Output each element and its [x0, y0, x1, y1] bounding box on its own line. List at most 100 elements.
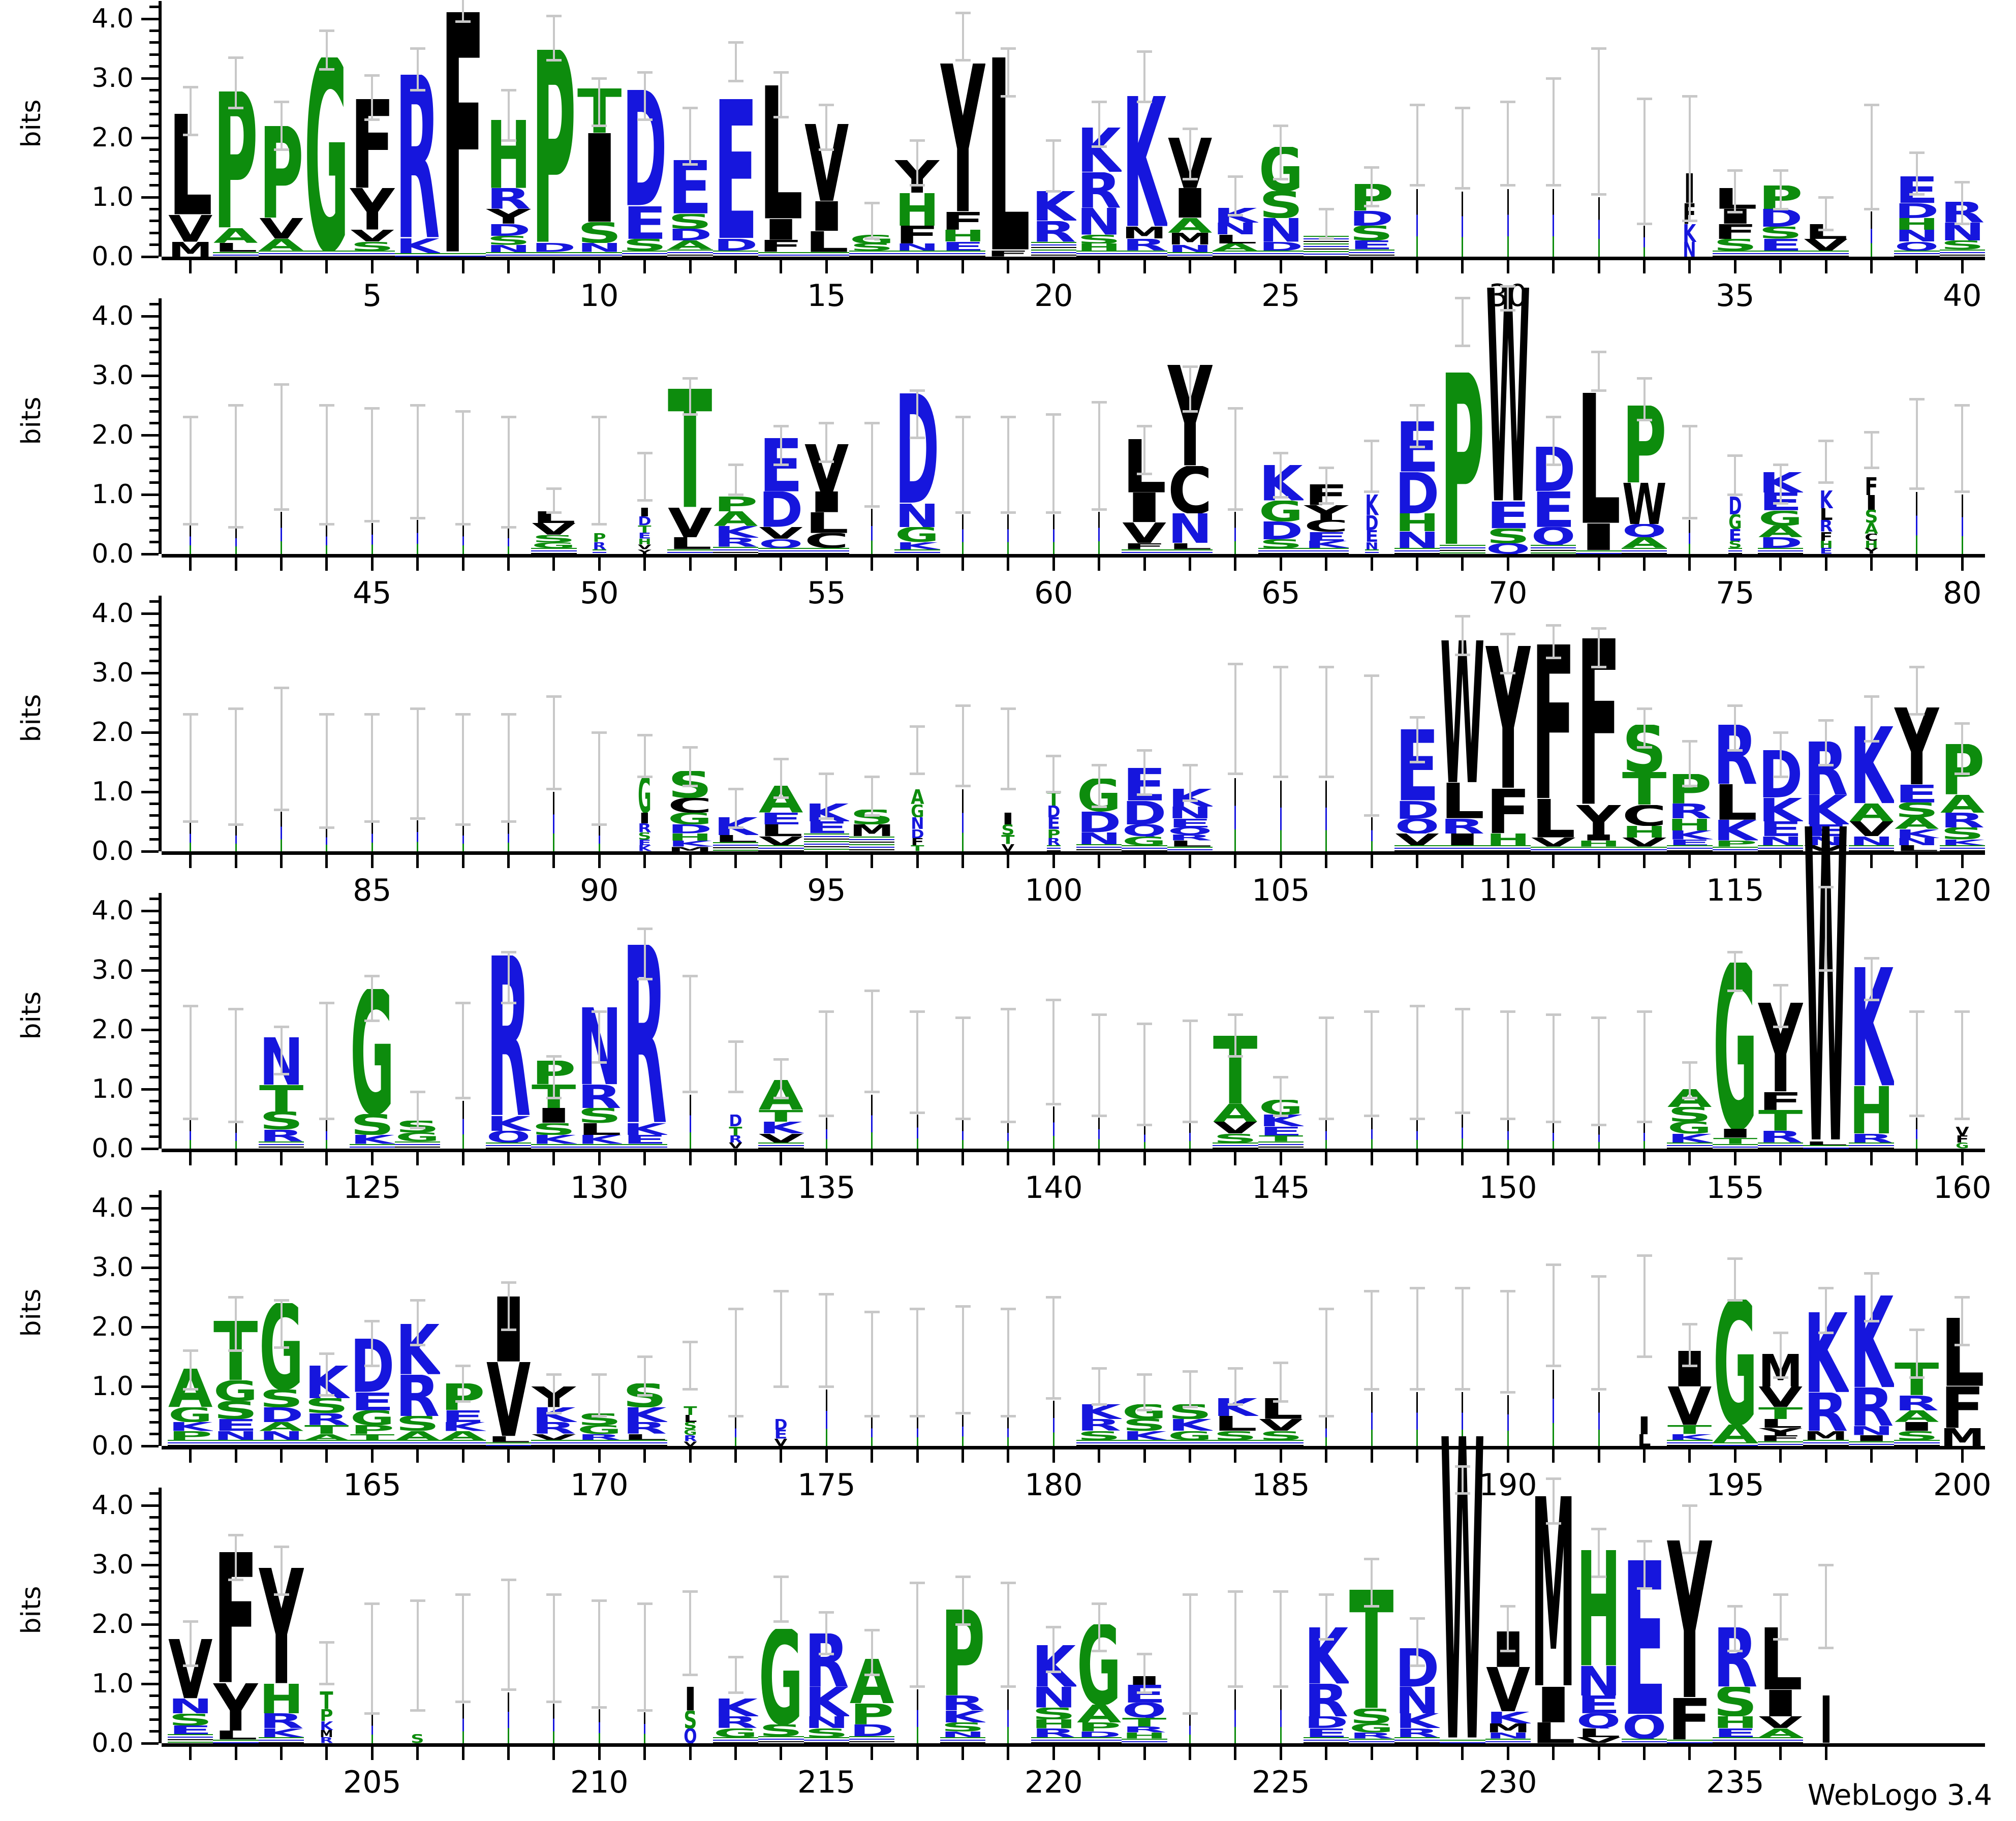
error-bar-cap-bottom	[910, 1415, 925, 1417]
x-tick	[689, 1449, 692, 1463]
error-bar-cap-top	[1818, 719, 1834, 722]
error-bar-cap-bottom	[637, 499, 653, 502]
x-tick	[507, 1152, 510, 1165]
x-tick	[1370, 855, 1373, 868]
error-bar-cap-top	[1091, 401, 1107, 404]
error-bar-cap-bottom	[955, 59, 971, 62]
y-tick	[149, 980, 159, 983]
residue-F: F	[1956, 1135, 1969, 1143]
x-tick	[1416, 558, 1418, 571]
svg-text:L: L	[532, 511, 576, 523]
residue-G: G	[668, 813, 712, 824]
logo-column-173-hairline	[735, 1417, 736, 1446]
residue-R: R	[1122, 239, 1167, 251]
x-tick	[1279, 558, 1282, 571]
svg-text:H: H	[1895, 218, 1939, 230]
residue-D: D	[1304, 1716, 1349, 1728]
svg-text:V: V	[1122, 522, 1167, 543]
error-bar-cap-top	[455, 713, 471, 716]
y-tick	[141, 1028, 159, 1031]
residue-H: H	[1713, 1716, 1757, 1728]
error-bar-cap-top	[910, 389, 925, 392]
residue-V: V	[638, 544, 652, 549]
svg-text:H: H	[1395, 513, 1440, 531]
logo-column-143-hairline	[1189, 1123, 1191, 1149]
residue-R: R	[1168, 835, 1213, 841]
svg-text:R: R	[1349, 1733, 1394, 1739]
error-bar-cap-bottom	[1454, 345, 1470, 347]
error-bar-cap-bottom	[1364, 205, 1380, 208]
error-bar-cap-bottom	[1409, 184, 1425, 187]
residue-N: N	[1168, 513, 1213, 543]
svg-text:K: K	[1667, 830, 1712, 840]
y-tick-label: 0.0	[91, 241, 134, 272]
error-bar	[552, 16, 555, 60]
error-bar-cap-top	[364, 713, 380, 716]
svg-text:R: R	[1047, 838, 1060, 845]
svg-text:P: P	[1077, 1722, 1122, 1732]
logo-column-208-hairline	[508, 1692, 509, 1743]
residue-H: H	[1849, 1086, 1894, 1134]
residue-A: A	[1213, 243, 1258, 251]
svg-text:N: N	[1849, 837, 1894, 846]
svg-text:V: V	[532, 523, 576, 535]
error-bar-cap-top	[773, 424, 789, 427]
residue-Q: Q	[1122, 1703, 1167, 1717]
error-bar-cap-top	[592, 416, 607, 419]
svg-text:S: S	[1031, 1708, 1076, 1719]
error-bar-cap-bottom	[1409, 761, 1425, 763]
svg-text:M: M	[1531, 1496, 1576, 1686]
error-bar-cap-top	[455, 1593, 471, 1596]
error-bar-cap-bottom	[273, 808, 289, 811]
y-tick	[149, 220, 159, 223]
x-tick	[1370, 1747, 1373, 1760]
residue-E: E	[1713, 1729, 1757, 1738]
x-tick	[1733, 558, 1736, 571]
error-bar-cap-top	[1409, 104, 1425, 107]
logo-column-31-hairline	[1553, 189, 1555, 257]
residue-V: V	[1576, 1737, 1621, 1743]
y-tick	[149, 1634, 159, 1638]
residue-E: E	[714, 99, 758, 239]
error-bar-cap-bottom	[1091, 508, 1107, 511]
residue-minor-lines	[1213, 1440, 1258, 1446]
y-tick	[141, 1266, 159, 1269]
y-tick	[149, 338, 159, 342]
svg-text:S: S	[1258, 1431, 1303, 1440]
residue-T: T	[759, 1110, 803, 1122]
residue-minor-lines	[1167, 846, 1213, 851]
y-tick	[141, 374, 159, 377]
svg-text:E: E	[1819, 548, 1833, 554]
logo-column-138-hairline	[962, 1120, 964, 1149]
svg-text:T: T	[304, 1425, 349, 1434]
residue-G: G	[1667, 1122, 1712, 1133]
svg-text:E: E	[1365, 530, 1378, 542]
x-tick	[1779, 1747, 1782, 1760]
logo-column-41-hairline	[190, 526, 192, 554]
error-bar-cap-top	[819, 422, 834, 425]
residue-minor-lines	[622, 1440, 668, 1446]
residue-L: L	[486, 1436, 531, 1442]
residue-R: R	[577, 1085, 622, 1108]
residue-E: E	[774, 1430, 788, 1439]
svg-text:K: K	[1804, 795, 1848, 825]
error-bar-cap-top	[683, 975, 698, 978]
residue-Y: Y	[1758, 1428, 1803, 1435]
y-tick	[149, 41, 159, 44]
residue-Y: Y	[940, 64, 985, 212]
residue-T: T	[1002, 835, 1015, 844]
error-bar-cap-top	[546, 1373, 562, 1376]
y-tick	[141, 790, 159, 793]
error-bar	[1915, 1330, 1918, 1378]
y-tick	[149, 125, 159, 128]
svg-text:A: A	[304, 1434, 349, 1440]
error-bar-cap-bottom	[410, 1126, 425, 1129]
residue-K: K	[1031, 191, 1076, 221]
error-bar-cap-bottom	[273, 1346, 289, 1349]
error-bar-cap-bottom	[182, 523, 198, 526]
logo-column-44-hairline	[326, 526, 328, 554]
x-tick	[234, 558, 237, 571]
